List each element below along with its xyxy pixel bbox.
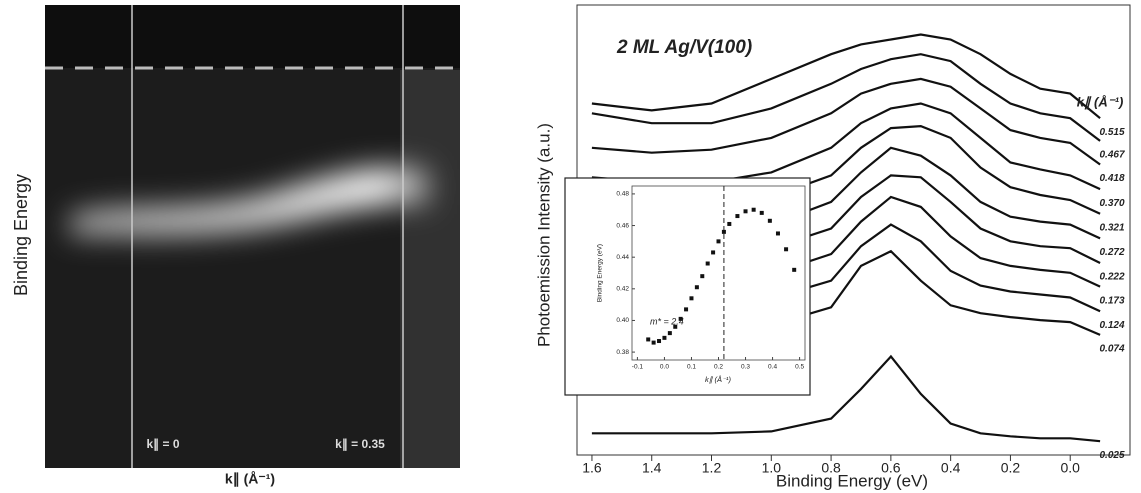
point [759, 210, 764, 215]
series-label: 0.025 [1099, 450, 1124, 461]
spectra-panel: 1.6 1.4 1.2 1.0 0.8 0.6 0.4 0.2 0.0 0.515 0.467 0.4… [534, 4, 1131, 490]
point [735, 214, 740, 219]
image-background [45, 5, 460, 468]
point [792, 267, 797, 272]
image-right-glow [400, 70, 460, 468]
point [743, 209, 748, 214]
y-axis-label: Binding Energy (eV) [597, 244, 604, 302]
spectrum-line [591, 354, 1101, 443]
image-top-band [45, 5, 460, 68]
point [721, 229, 726, 234]
spectrum-line [591, 53, 1101, 142]
y-axis-label: Binding Energy [11, 174, 31, 296]
x-tick-label: 0.2 [1001, 460, 1021, 476]
point [705, 261, 710, 266]
point [694, 285, 699, 290]
series-label: 0.515 [1099, 127, 1124, 138]
series-label: 0.272 [1099, 247, 1124, 258]
point [684, 307, 689, 312]
series-label: 0.467 [1099, 150, 1124, 161]
point [689, 296, 694, 301]
image-area [45, 5, 460, 468]
y-tick-label: 0.42 [616, 286, 629, 293]
series-label: 0.370 [1099, 198, 1124, 209]
annotation: k∥ = 0 [146, 437, 179, 451]
image-panel: k∥ = 0 k∥ = 0.35 Binding Energy k∥ (Å⁻¹) [11, 5, 460, 488]
y-tick-label: 0.38 [616, 349, 629, 356]
point [784, 247, 789, 252]
point [651, 340, 656, 345]
x-tick-label: 0.2 [714, 364, 723, 371]
x-tick-label: 1.0 [762, 460, 782, 476]
x-axis-label: k∥ (Å⁻¹) [705, 375, 732, 384]
x-tick-label: 0.5 [795, 364, 804, 371]
x-tick-label: 0.4 [768, 364, 777, 371]
point [751, 207, 756, 212]
point [673, 324, 678, 329]
x-tick-label: 0.3 [741, 364, 750, 371]
x-axis-label: Binding Energy (eV) [776, 471, 928, 490]
series-label: 0.321 [1099, 222, 1124, 233]
point [667, 331, 672, 336]
point [716, 239, 721, 244]
point [775, 231, 780, 236]
series-label: 0.222 [1099, 272, 1124, 283]
spectrum-line [591, 33, 1101, 120]
x-tick-label: -0.1 [632, 364, 644, 371]
x-axis-label: k∥ (Å⁻¹) [225, 471, 275, 488]
annotation: k∥ = 0.35 [335, 437, 385, 451]
y-tick-label: 0.44 [616, 254, 629, 261]
point [657, 339, 662, 344]
inset-panel: -0.1 0.0 0.1 0.2 0.3 0.4 0.5 0.38 0.40 0.42 0.44 0.… [564, 177, 811, 396]
x-tick-label: 1.2 [702, 460, 722, 476]
point [700, 274, 705, 279]
series-label: 0.173 [1099, 295, 1124, 306]
point [767, 218, 772, 223]
inset-frame [564, 177, 811, 396]
chart-title: 2 ML Ag/V(100) [616, 37, 752, 58]
series-label: 0.074 [1099, 344, 1124, 355]
y-tick-label: 0.40 [616, 317, 629, 324]
point [711, 250, 716, 255]
point [646, 337, 651, 342]
x-tick-label: 0.0 [660, 364, 669, 371]
series-label: 0.124 [1099, 320, 1124, 331]
x-tick-label: 0.0 [1060, 460, 1080, 476]
x-tick-label: 1.6 [582, 460, 602, 476]
legend-title: k∥ (Å⁻¹) [1077, 94, 1124, 110]
x-tick-label: 0.8 [821, 460, 841, 476]
image-band [70, 166, 430, 236]
spectrum-line [591, 77, 1101, 166]
series-label: 0.418 [1099, 173, 1124, 184]
point [678, 316, 683, 321]
point [662, 335, 667, 340]
y-tick-label: 0.48 [616, 191, 629, 198]
x-tick-label: 0.4 [941, 460, 961, 476]
spectrum-line [591, 102, 1101, 191]
x-tick-label: 0.6 [881, 460, 901, 476]
annotation: m* = 2.4 [650, 316, 684, 326]
point [727, 221, 732, 226]
y-tick-label: 0.46 [616, 222, 629, 229]
x-tick-label: 1.4 [642, 460, 662, 476]
y-axis-label: Photoemission Intensity (a.u.) [534, 123, 553, 347]
x-tick-label: 0.1 [687, 364, 696, 371]
